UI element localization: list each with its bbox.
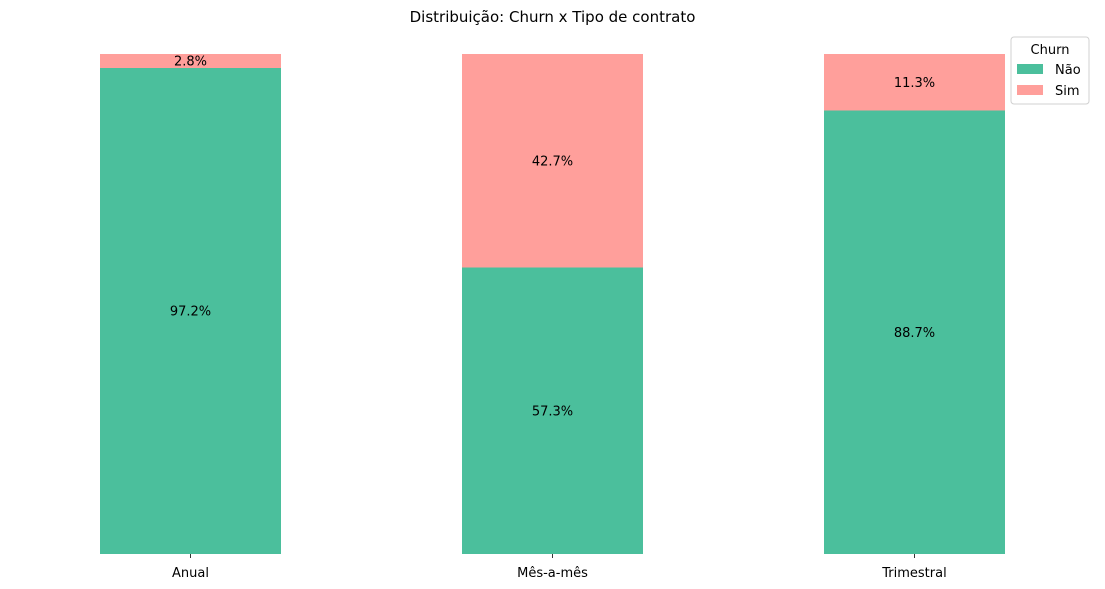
data-label-trimestral-sim: 11.3% — [894, 76, 935, 91]
chart-title: Distribuição: Churn x Tipo de contrato — [410, 8, 696, 26]
bar-trimestral-sim — [824, 54, 1005, 111]
data-label-mes-a-mes-sim: 42.7% — [532, 154, 573, 169]
bar-anual-sim — [100, 54, 281, 68]
x-tick-label-anual: Anual — [172, 566, 209, 581]
legend-title: Churn — [1031, 43, 1070, 58]
bar-trimestral-nao — [824, 110, 1005, 554]
data-label-anual-sim: 2.8% — [174, 55, 207, 70]
data-label-anual-nao: 97.2% — [170, 305, 211, 320]
bar-anual-nao — [100, 68, 281, 554]
legend: Churn Não Sim — [1010, 36, 1090, 105]
legend-label-sim: Sim — [1055, 84, 1080, 99]
legend-label-nao: Não — [1055, 63, 1081, 78]
x-tick-label-mes-a-mes: Mês-a-mês — [517, 566, 588, 581]
legend-swatch-sim — [1017, 85, 1043, 95]
data-label-trimestral-nao: 88.7% — [894, 326, 935, 341]
data-label-mes-a-mes-nao: 57.3% — [532, 404, 573, 419]
legend-swatch-nao — [1017, 64, 1043, 74]
x-tick-label-trimestral: Trimestral — [881, 566, 946, 581]
plot-area: 97.2% 2.8% Anual 57.3% 42.7% Mês-a-mês 88.7% 11… — [100, 54, 1005, 581]
bar-mes-a-mes-nao — [462, 267, 643, 554]
bar-mes-a-mes-sim — [462, 54, 643, 268]
